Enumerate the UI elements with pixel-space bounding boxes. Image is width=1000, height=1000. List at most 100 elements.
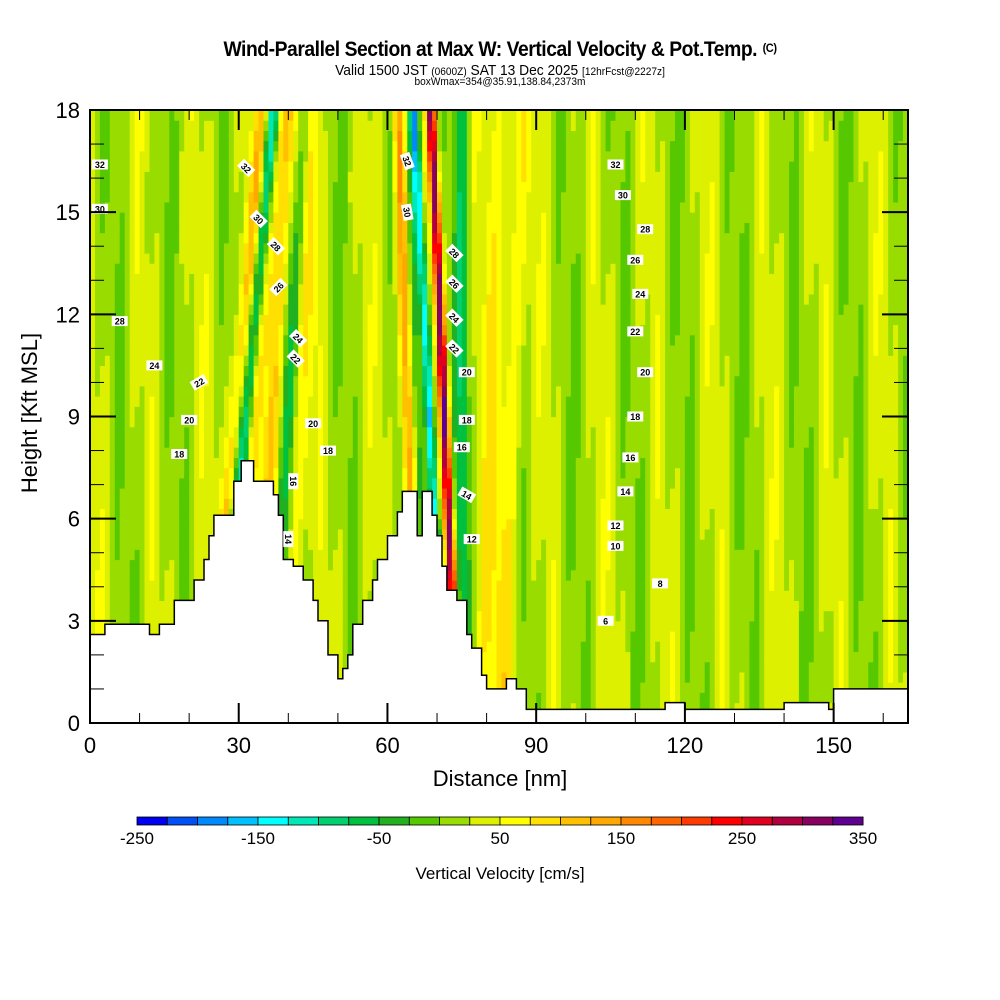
field-cell [427,161,433,172]
field-cell [189,488,195,499]
field-cell [253,181,260,193]
field-cell [451,396,458,407]
field-cell [114,467,121,479]
field-cell [451,171,458,183]
field-cell [159,559,165,571]
field-cell [332,590,339,601]
field-cell [273,324,279,336]
field-cell [228,365,235,377]
field-cell [427,263,433,274]
field-cell [471,375,478,387]
field-cell [486,130,493,142]
field-cell [318,201,324,213]
field-cell [362,396,369,407]
field-cell [218,416,225,428]
field-cell [194,212,200,223]
field-cell [362,355,369,366]
field-cell [233,426,240,438]
field-cell [332,365,339,377]
field-cell [437,518,443,530]
field-cell [213,416,220,428]
field-cell [139,436,146,448]
field-cell [134,559,141,571]
field-cell [114,232,121,244]
field-cell [323,161,329,172]
field-cell [263,334,270,346]
field-cell [308,569,314,581]
field-cell [496,201,503,213]
field-cell [109,498,116,509]
field-cell [466,426,473,438]
field-cell [357,406,364,418]
field-cell [367,161,374,172]
field-cell [496,314,503,326]
field-cell [446,150,453,162]
field-cell [412,273,418,285]
field-cell [174,498,180,509]
field-cell [218,304,225,315]
field-cell [298,120,304,131]
field-cell [258,201,265,213]
field-cell [124,324,131,336]
field-cell [278,304,284,315]
field-cell [466,406,473,418]
field-cell [347,263,354,274]
field-cell [114,242,121,254]
field-cell [367,396,374,407]
field-cell [417,150,423,162]
field-cell [417,436,423,448]
field-cell [278,130,284,142]
field-cell [496,426,503,438]
field-cell [466,273,473,285]
field-cell [372,477,379,489]
field-cell [134,345,141,356]
field-cell [481,222,488,234]
field-cell [174,212,180,223]
field-cell [328,181,334,193]
field-cell [223,477,230,489]
field-cell [90,426,96,438]
field-cell [357,416,364,428]
field-cell [442,539,448,550]
field-cell [397,488,403,499]
field-cell [313,528,319,540]
field-cell [437,467,443,479]
field-cell [357,293,364,305]
field-cell [308,559,314,571]
field-cell [95,120,101,131]
field-cell [119,498,126,509]
field-cell [99,580,106,591]
field-cell [179,171,185,183]
field-cell [184,181,190,193]
field-cell [357,314,364,326]
field-cell [95,171,101,183]
field-cell [209,345,215,356]
field-cell [233,345,240,356]
field-cell [283,314,289,326]
field-cell [238,130,245,142]
field-cell [313,580,319,591]
field-cell [347,293,354,305]
field-cell [397,355,403,366]
field-cell [283,253,289,264]
field-cell [248,314,255,326]
field-cell [471,641,478,653]
field-cell [347,273,354,285]
field-cell [402,130,408,142]
field-cell [486,477,493,489]
field-cell [377,140,384,152]
field-cell [387,334,394,346]
field-cell [194,293,200,305]
field-cell [179,426,185,438]
field-cell [456,590,463,601]
field-cell [313,253,319,264]
field-cell [323,273,329,285]
field-cell [471,467,478,479]
field-cell [337,518,344,530]
field-cell [347,334,354,346]
field-cell [238,345,245,356]
field-cell [283,150,289,162]
field-cell [199,130,205,142]
field-cell [382,181,389,193]
field-cell [90,447,96,458]
